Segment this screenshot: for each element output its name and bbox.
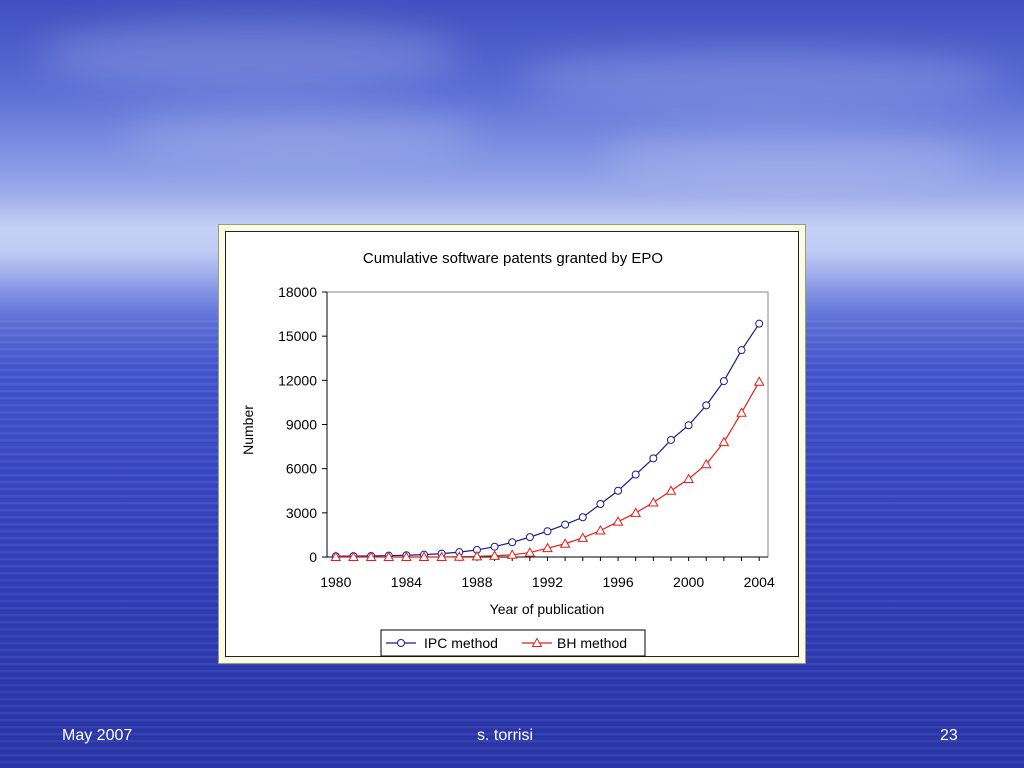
y-tick-label: 9000 bbox=[286, 417, 317, 433]
ipc-data-point bbox=[649, 454, 658, 463]
x-tick-label: 1988 bbox=[461, 574, 492, 590]
bh-data-point bbox=[453, 551, 465, 561]
bh-data-point bbox=[559, 538, 571, 548]
background-cloud bbox=[520, 50, 1000, 110]
ipc-data-point bbox=[614, 486, 623, 495]
ipc-data-point bbox=[702, 401, 711, 410]
legend-box bbox=[380, 629, 646, 657]
ipc-data-point bbox=[719, 377, 728, 386]
footer-date: May 2007 bbox=[62, 727, 133, 744]
background-cloud bbox=[120, 110, 480, 160]
ipc-data-point bbox=[525, 533, 534, 542]
bh-data-point bbox=[683, 473, 694, 483]
legend-label: BH method bbox=[557, 635, 627, 651]
legend: IPC method BH method bbox=[380, 629, 646, 657]
bh-data-point bbox=[365, 551, 377, 561]
y-tick-label: 12000 bbox=[278, 372, 317, 388]
bh-data-point bbox=[612, 516, 624, 526]
bh-data-point bbox=[418, 551, 430, 561]
ipc-data-point bbox=[755, 319, 764, 328]
bh-data-point bbox=[736, 407, 747, 417]
ipc-data-point bbox=[508, 538, 517, 547]
y-tick-label: 3000 bbox=[286, 505, 317, 521]
chart-panel: Cumulative software patents granted by E… bbox=[225, 231, 799, 657]
legend-marker bbox=[531, 637, 543, 647]
bh-data-point bbox=[330, 551, 342, 561]
ipc-data-point bbox=[631, 470, 640, 479]
chart-svg: Cumulative software patents granted by E… bbox=[240, 250, 775, 657]
bh-data-point bbox=[718, 436, 730, 447]
background-cloud bbox=[600, 130, 980, 185]
series-line-ipc bbox=[335, 323, 760, 557]
bh-data-point bbox=[542, 542, 553, 553]
bh-data-point bbox=[436, 551, 448, 561]
ipc-data-point bbox=[490, 542, 499, 551]
plot-border bbox=[326, 291, 769, 558]
x-axis-label: Year of publication bbox=[490, 601, 605, 617]
legend-marker bbox=[397, 639, 405, 647]
background-cloud bbox=[40, 20, 460, 90]
bh-data-point bbox=[753, 376, 765, 386]
bh-data-point bbox=[383, 551, 395, 561]
y-tick-label: 0 bbox=[309, 549, 317, 565]
bh-data-point bbox=[665, 485, 677, 495]
chart-frame: Cumulative software patents granted by E… bbox=[218, 224, 806, 664]
bh-data-point bbox=[348, 551, 359, 561]
bh-data-point bbox=[506, 549, 518, 559]
legend-label: IPC method bbox=[424, 635, 498, 651]
ipc-data-point bbox=[561, 520, 570, 529]
y-tick-label: 15000 bbox=[278, 328, 317, 344]
x-tick-label: 1992 bbox=[532, 574, 563, 590]
x-tick-label: 2004 bbox=[744, 574, 775, 590]
bh-data-point bbox=[647, 497, 659, 507]
ipc-data-point bbox=[578, 513, 587, 522]
x-tick-label: 1984 bbox=[391, 574, 422, 590]
bh-data-point bbox=[577, 532, 589, 542]
x-tick-label: 1996 bbox=[602, 574, 633, 590]
ipc-data-point bbox=[737, 346, 746, 355]
footer-page-number: 23 bbox=[940, 727, 958, 744]
ipc-data-point bbox=[596, 500, 605, 508]
bh-data-point bbox=[630, 507, 642, 517]
y-axis-label: Number bbox=[240, 405, 256, 455]
x-tick-label: 1980 bbox=[320, 574, 351, 590]
ipc-data-point bbox=[666, 435, 675, 444]
bh-data-point bbox=[700, 458, 712, 469]
bh-data-point bbox=[489, 550, 500, 560]
bh-data-point bbox=[471, 550, 483, 561]
bh-data-point bbox=[401, 551, 412, 561]
bh-data-point bbox=[524, 547, 536, 557]
y-tick-label: 6000 bbox=[286, 461, 317, 477]
ipc-data-point bbox=[684, 421, 693, 430]
y-tick-label: 18000 bbox=[278, 284, 317, 300]
footer-author: s. torrisi bbox=[477, 727, 533, 744]
bh-data-point bbox=[595, 524, 606, 535]
ipc-data-point bbox=[543, 527, 552, 536]
chart-title: Cumulative software patents granted by E… bbox=[363, 250, 663, 267]
plot-area: 0 3000 6000 9000 12000 15000 18000 1980 1984 1988… bbox=[278, 284, 775, 590]
x-tick-label: 2000 bbox=[673, 574, 704, 590]
